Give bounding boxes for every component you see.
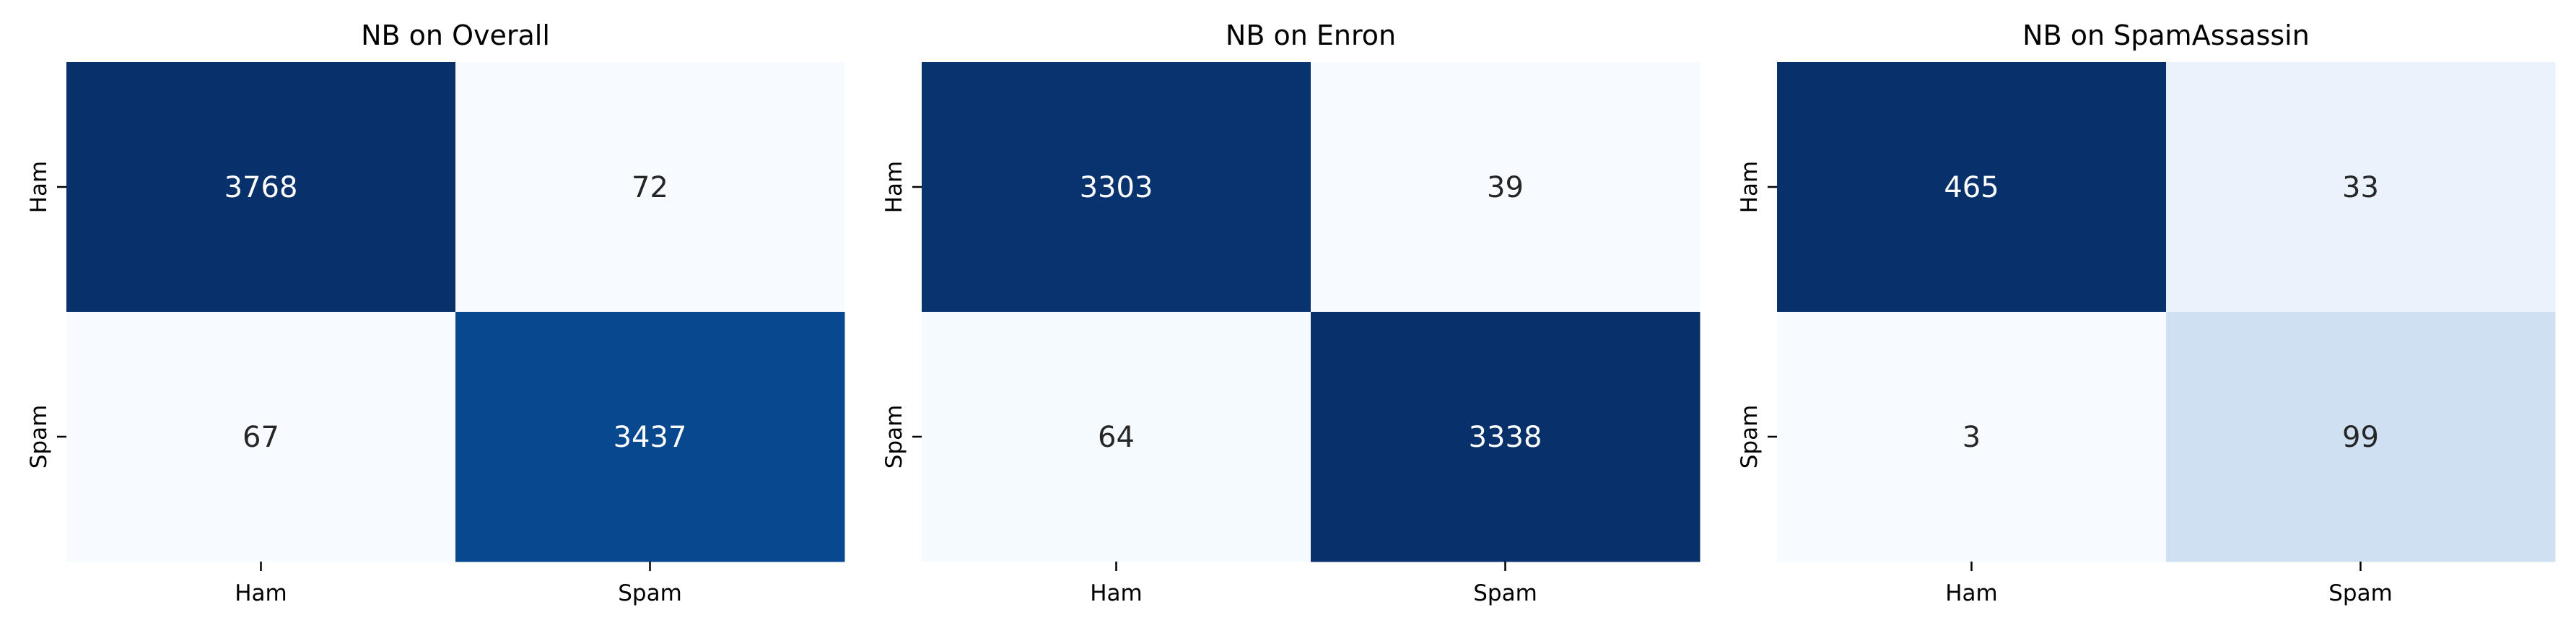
heatmap-cell: [1777, 62, 2167, 313]
panel-title: NB on Enron: [1226, 19, 1396, 51]
x-tick-label: Spam: [2328, 580, 2393, 606]
heatmap-panel-2: NB on Enron 3303 39 64 3338 Ham Spam Ham Spam: [881, 19, 1700, 606]
y-tick-label: Ham: [881, 161, 907, 214]
y-tick-label: Ham: [26, 161, 52, 214]
cell-value-label: 67: [243, 421, 279, 454]
heatmap-cell: [922, 312, 1311, 562]
cell-value-label: 3303: [1080, 171, 1153, 204]
heatmap-cell: [1311, 312, 1700, 562]
y-tick-label: Spam: [1737, 405, 1763, 469]
heatmap-cell: [2166, 62, 2556, 313]
cell-value-label: 99: [2342, 421, 2379, 454]
heatmap-cell: [66, 312, 456, 562]
heatmap-cell: [455, 312, 845, 562]
heatmap-cell: [1777, 312, 2167, 562]
cell-value-label: 465: [1944, 171, 1999, 204]
heatmap-cell: [66, 62, 456, 313]
y-tick-label: Ham: [1737, 161, 1763, 214]
x-tick-label: Ham: [1090, 580, 1143, 606]
cell-value-label: 3437: [614, 421, 687, 454]
y-tick-label: Spam: [881, 405, 907, 469]
cell-value-label: 3768: [224, 171, 298, 204]
x-tick-label: Spam: [1473, 580, 1537, 606]
heatmap-cell: [2166, 312, 2556, 562]
panel-title: NB on SpamAssassin: [2022, 19, 2310, 51]
cell-value-label: 3: [1962, 421, 1981, 454]
heatmap-panel-1: NB on Overall 3768 72 67 3437 Ham Spam Ham Spam: [26, 19, 845, 606]
cell-value-label: 39: [1487, 171, 1524, 204]
x-tick-label: Spam: [618, 580, 682, 606]
heatmap-cell: [1311, 62, 1700, 313]
cell-value-label: 64: [1098, 421, 1135, 454]
x-tick-label: Ham: [235, 580, 287, 606]
cell-value-label: 72: [632, 171, 668, 204]
heatmap-cell: [922, 62, 1311, 313]
cell-value-label: 3338: [1469, 421, 1542, 454]
heatmap-cell: [455, 62, 845, 313]
panel-title: NB on Overall: [361, 19, 550, 51]
y-tick-label: Spam: [26, 405, 52, 469]
cell-value-label: 33: [2342, 171, 2379, 204]
x-tick-label: Ham: [1945, 580, 1998, 606]
